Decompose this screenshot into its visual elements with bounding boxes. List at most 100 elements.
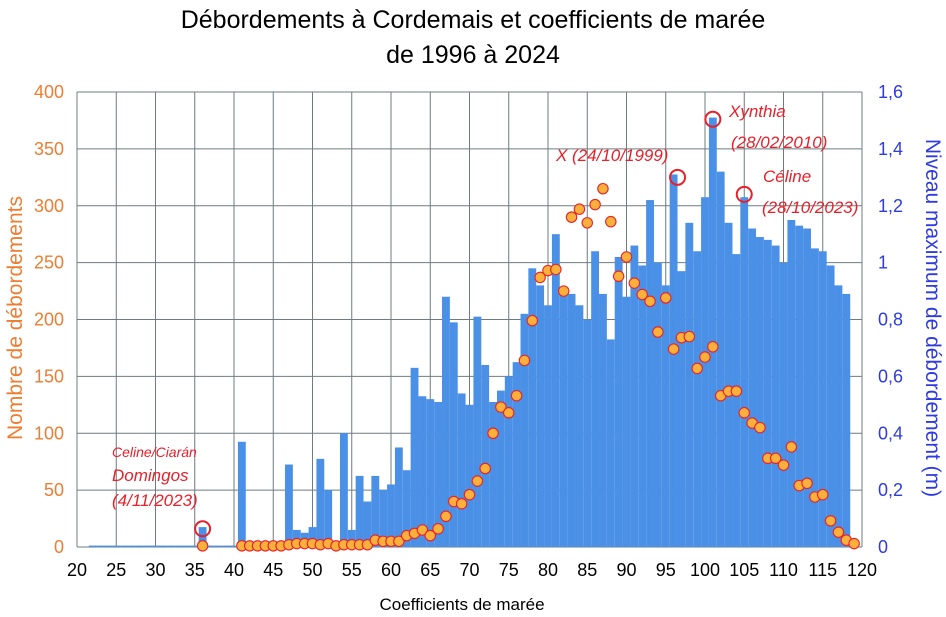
bar (410, 367, 419, 547)
bar (496, 390, 505, 547)
bar (606, 339, 615, 547)
y-left-tick-label: 50 (44, 480, 64, 500)
point-marker (573, 203, 586, 215)
point-marker (440, 510, 452, 523)
x-tick-label: 120 (847, 560, 877, 580)
point-marker (707, 341, 719, 353)
point-marker (550, 263, 562, 276)
point-marker (636, 288, 648, 301)
point-marker (463, 488, 476, 501)
y-right-tick-label: 1,6 (878, 82, 903, 102)
bar (544, 305, 552, 547)
bar (426, 399, 435, 547)
bar (646, 200, 654, 547)
tick-labels: 20 25 30 35 40 45 50 55 60 65 70 75 80 85 90 95 100 105 11… (34, 82, 903, 580)
x-tick-label: 45 (263, 560, 283, 580)
point-marker (455, 498, 468, 510)
bar (583, 319, 592, 547)
x-tick-label: 80 (538, 560, 558, 580)
bar (316, 458, 325, 547)
x-tick-label: 25 (106, 560, 126, 580)
bar (591, 251, 600, 547)
x-tick-label: 105 (729, 560, 759, 580)
x-tick-label: 50 (302, 560, 322, 580)
bar (285, 464, 293, 547)
point-marker (612, 270, 625, 283)
bar (379, 490, 388, 547)
bar (638, 265, 647, 547)
point-marker (659, 292, 672, 304)
bar (167, 545, 176, 547)
bar (512, 362, 521, 547)
bar (520, 313, 529, 547)
bar (206, 545, 215, 547)
bar (159, 545, 168, 547)
point-marker (785, 441, 798, 453)
point-marker (502, 407, 515, 419)
bar (630, 245, 639, 547)
bar (214, 545, 223, 547)
y-right-tick-label: 0,6 (878, 366, 903, 386)
bar (614, 256, 623, 547)
y-left-tick-label: 400 (34, 82, 64, 102)
x-tick-label: 100 (690, 560, 720, 580)
bar (669, 174, 678, 547)
bar (465, 404, 474, 547)
bar (622, 296, 631, 547)
x-axis-label: Coefficients de marée (379, 595, 544, 614)
bar (551, 234, 560, 547)
bar (402, 470, 411, 547)
bar (810, 248, 819, 547)
chart-title-line2: de 1996 à 2024 (386, 41, 560, 69)
point-marker (816, 488, 829, 501)
point-marker (754, 421, 766, 434)
y-right-tick-label: 1,2 (878, 196, 903, 216)
y-right-tick-label: 1 (878, 253, 888, 273)
point-marker (479, 462, 491, 475)
bar (708, 117, 717, 547)
bar (371, 475, 380, 547)
y-left-tick-label: 100 (34, 423, 64, 443)
bar (693, 251, 702, 547)
x-tick-label: 60 (381, 560, 401, 580)
y-left-tick-label: 350 (34, 139, 64, 159)
point-marker (769, 452, 782, 465)
highlight-circle (194, 520, 212, 538)
bar (779, 262, 788, 547)
bar (763, 239, 772, 547)
bar (771, 245, 780, 547)
bar (190, 545, 199, 547)
bar (175, 545, 183, 547)
highlight-circle (704, 110, 722, 128)
bar (724, 222, 733, 547)
bar (481, 365, 490, 547)
bar (834, 285, 843, 547)
bar (575, 305, 584, 547)
point-marker (526, 314, 539, 327)
y-right-tick-label: 0,4 (878, 423, 903, 443)
point-marker (691, 362, 703, 375)
bar (182, 545, 191, 547)
bar (701, 197, 709, 547)
point-marker (495, 401, 507, 413)
bar (418, 396, 427, 547)
bar (795, 225, 804, 547)
bar (756, 237, 764, 547)
annotation-x-storm: X (24/10/1999) (555, 146, 668, 165)
bar (842, 293, 851, 547)
bar (716, 171, 725, 547)
bar (457, 393, 466, 547)
bar-series (88, 117, 851, 547)
point-marker (620, 251, 633, 263)
bar (339, 433, 348, 547)
y-right-tick-label: 0 (878, 537, 888, 557)
bar (685, 222, 694, 547)
bar (112, 545, 121, 547)
point-marker (699, 351, 711, 363)
chart-title-line1: Débordements à Cordemais et coefficients… (181, 6, 766, 34)
point-marker (738, 407, 750, 419)
annotation-celine-date: (28/10/2023) (762, 198, 858, 217)
bar (308, 527, 317, 547)
